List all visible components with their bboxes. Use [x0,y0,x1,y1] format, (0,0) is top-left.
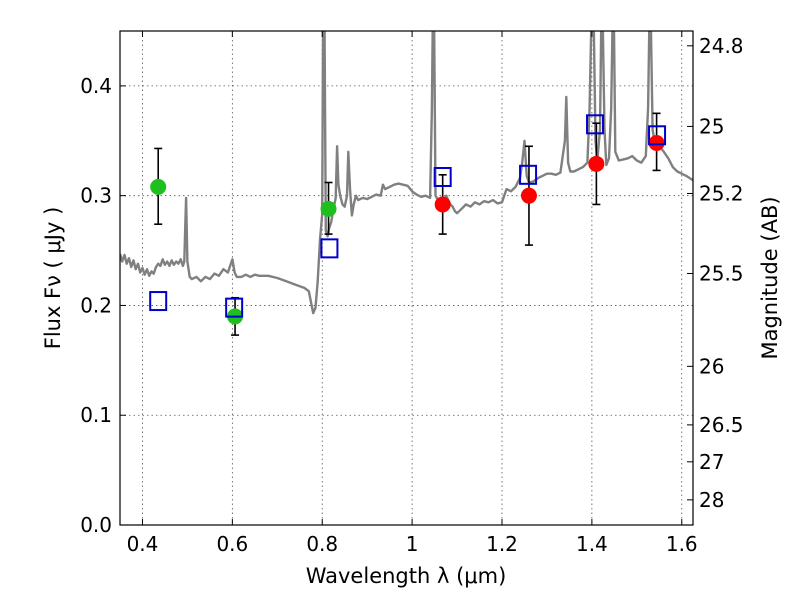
x-tick-label: 0.4 [127,532,159,556]
x-tick-label: 1 [406,532,419,556]
plot-area [120,31,693,525]
red-data-point [588,155,605,172]
y2-tick-label: 26.5 [699,413,744,437]
data-markers-layer [149,112,667,336]
y2-axis-label: Magnitude (AB) [758,196,782,359]
y2-tick-label: 28 [699,488,724,512]
model-flux-square [149,291,168,312]
green-data-point [150,178,167,195]
y2-tick-label: 25.2 [699,181,744,205]
y2-tick-label: 27 [699,450,724,474]
y-tick-label: 0.4 [80,74,112,98]
y2-tick-label: 25.5 [699,262,744,286]
model-flux-square [519,164,538,185]
model-flux-square [586,114,605,135]
y-tick-label: 0.3 [80,184,112,208]
x-tick-label: 0.6 [216,532,248,556]
axis-ticks: 0.4 0.6 0.8 1 1.2 1.4 1.6 0.0 0.1 0.2 0.3 0.4 24.8 25… [80,31,744,556]
model-flux-square [225,297,244,318]
y-tick-label: 0.1 [80,403,112,427]
x-axis-label: Wavelength λ (μm) [306,564,507,588]
y-tick-label: 0.0 [80,513,112,537]
model-flux-square [320,238,339,259]
y-axis-label: Flux Fν ( μJy ) [41,207,65,350]
red-data-point [520,187,537,204]
plot-frame [119,30,694,526]
x-tick-label: 1.2 [486,532,518,556]
y2-tick-label: 24.8 [699,34,744,58]
model-flux-square [433,167,452,188]
y2-tick-label: 26 [699,354,724,378]
x-tick-label: 1.4 [576,532,608,556]
y2-tick-label: 25 [699,114,724,138]
red-data-point [434,196,451,213]
model-flux-square [648,125,667,146]
red-data-point [648,134,665,151]
green-data-point [320,200,337,217]
x-tick-label: 1.6 [666,532,698,556]
x-tick-label: 0.8 [306,532,338,556]
y-tick-label: 0.2 [80,293,112,317]
